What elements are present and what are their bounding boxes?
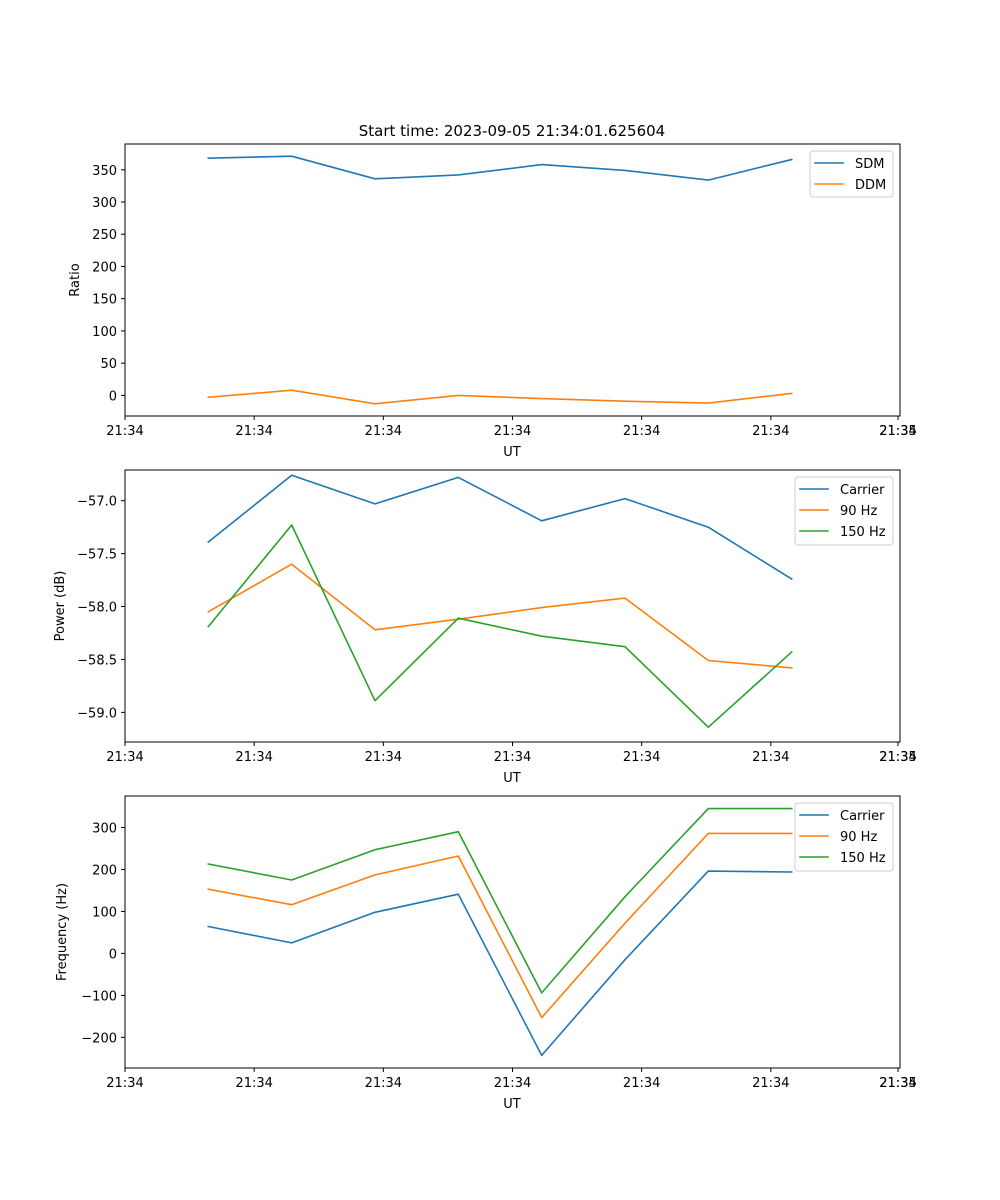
frequency-x-tick-label: 21:34 [106,1076,143,1091]
frequency-x-tick-label: 21:35 [879,1076,916,1091]
power-x-tick-label: 21:35 [879,750,916,765]
ratio-x-tick-label: 21:34 [365,424,402,439]
ratio-y-tick-label: 150 [92,293,117,308]
power-x-tick-label: 21:34 [235,750,272,765]
legend-label-ddm: DDM [855,178,886,193]
power-x-tick-label: 21:34 [879,750,916,765]
legend-label-150hz: 150 Hz [840,525,886,540]
ratio-y-axis-label: Ratio [68,263,83,296]
frequency-x-axis-label: UT [503,1097,521,1112]
ratio-y-tick-label: 0 [109,389,117,404]
ratio-x-tick-label: 21:34 [879,424,916,439]
frequency-x-tick-label: 21:34 [752,1076,789,1091]
power-x-tick-label: 21:34 [623,750,660,765]
frequency-y-tick-label: 300 [92,821,117,836]
power-legend-box [794,476,894,546]
frequency-y-ticks: −200 −100 0 100 200 300 [81,821,125,1046]
frequency-legend-box [794,802,894,872]
power-series-line-carrier [207,474,793,581]
ratio-x-tick-label: 21:34 [752,424,789,439]
ratio-series-lines [207,155,793,405]
ratio-legend: SDM DDM [809,150,894,198]
ratio-y-tick-label: 50 [100,357,117,372]
legend-label-90hz: 90 Hz [840,504,877,519]
ratio-y-tick-label: 100 [92,325,117,340]
power-x-axis-label: UT [503,771,521,786]
power-y-ticks: −59.0 −58.5 −58.0 −57.5 −57.0 [77,495,125,721]
power-x-tick-label: 21:34 [106,750,143,765]
ratio-x-tick-label: 21:34 [235,424,272,439]
power-y-tick-label: −57.0 [77,495,117,510]
frequency-y-tick-label: 0 [109,947,117,962]
frequency-y-tick-label: 200 [92,863,117,878]
ratio-x-tick-label: 21:34 [623,424,660,439]
power-series-line-90hz [207,563,793,669]
ratio-y-ticks: 0 50 100 150 200 250 300 350 [92,164,125,404]
frequency-x-tick-label: 21:34 [623,1076,660,1091]
power-y-tick-label: −58.5 [77,653,117,668]
frequency-series-line-150hz [207,807,793,994]
legend-label-150hz: 150 Hz [840,851,886,866]
ratio-y-tick-label: 350 [92,164,117,179]
power-x-tick-label: 21:34 [365,750,402,765]
legend-label-90hz: 90 Hz [840,830,877,845]
frequency-series-lines [207,807,793,1057]
power-series-lines [207,474,793,729]
figure-title: Start time: 2023-09-05 21:34:01.625604 [359,122,665,140]
legend-label-carrier: Carrier [840,483,885,498]
frequency-y-tick-label: 100 [92,905,117,920]
frequency-y-axis-label: Frequency (Hz) [55,883,70,981]
ratio-y-tick-label: 300 [92,196,117,211]
frequency-y-tick-label: −100 [81,989,117,1004]
frequency-series-line-carrier [207,870,793,1057]
ratio-y-tick-label: 200 [92,260,117,275]
power-panel: 21:34 21:34 21:34 21:34 21:34 21:34 21:3421:35… [53,469,917,786]
ratio-y-tick-label: 250 [92,228,117,243]
frequency-x-tick-label: 21:34 [879,1076,916,1091]
frequency-x-tick-label: 21:34 [365,1076,402,1091]
power-y-axis-label: Power (dB) [53,571,68,642]
legend-label-sdm: SDM [855,157,884,172]
frequency-x-tick-label: 21:34 [235,1076,272,1091]
power-y-tick-label: −59.0 [77,706,117,721]
frequency-panel: 21:34 21:34 21:34 21:34 21:34 21:34 21:3421:35… [55,795,917,1112]
power-y-tick-label: −57.5 [77,548,117,563]
ratio-series-line-sdm [207,155,793,181]
power-y-tick-label: −58.0 [77,601,117,616]
frequency-y-tick-label: −200 [81,1031,117,1046]
frequency-series-line-90hz [207,832,793,1019]
power-series-line-150hz [207,524,793,729]
ratio-x-axis-label: UT [503,445,521,460]
power-legend: Carrier 90 Hz 150 Hz [794,476,894,546]
ratio-x-tick-label: 21:34 [494,424,531,439]
ratio-x-tick-label: 21:34 [106,424,143,439]
frequency-x-tick-label: 21:34 [494,1076,531,1091]
power-x-tick-label: 21:34 [752,750,789,765]
power-x-tick-label: 21:34 [494,750,531,765]
ratio-panel: 21:34 21:34 21:34 21:34 21:34 21:34 21:3421:35… [68,143,917,460]
ratio-series-line-ddm [207,389,793,405]
legend-label-carrier: Carrier [840,809,885,824]
ratio-x-tick-label: 21:35 [879,424,916,439]
frequency-legend: Carrier 90 Hz 150 Hz [794,802,894,872]
